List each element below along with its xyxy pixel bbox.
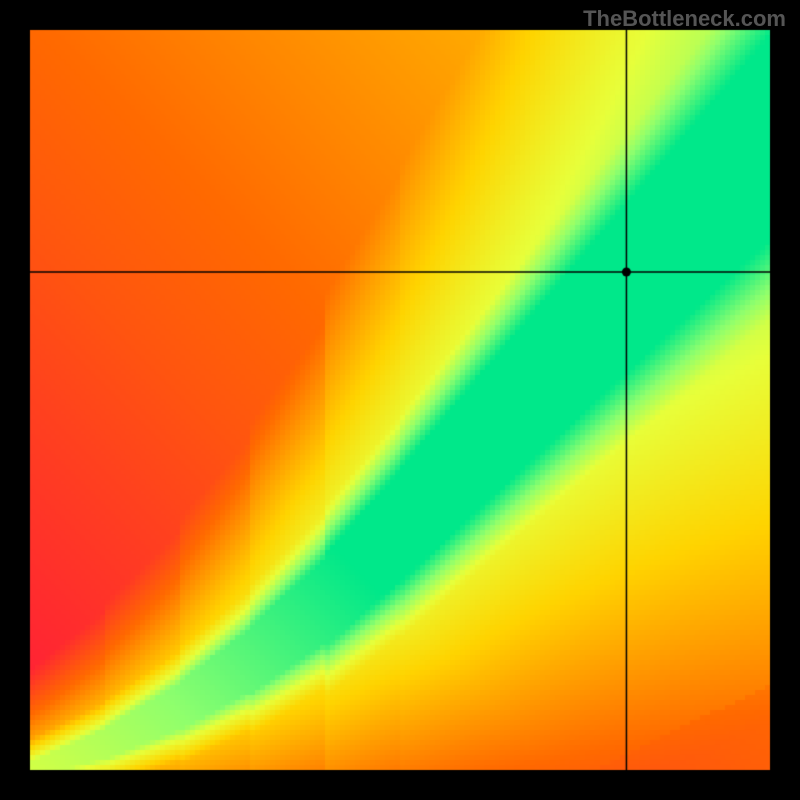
bottleneck-heatmap [0, 0, 800, 800]
source-watermark: TheBottleneck.com [583, 6, 786, 32]
chart-container: TheBottleneck.com [0, 0, 800, 800]
